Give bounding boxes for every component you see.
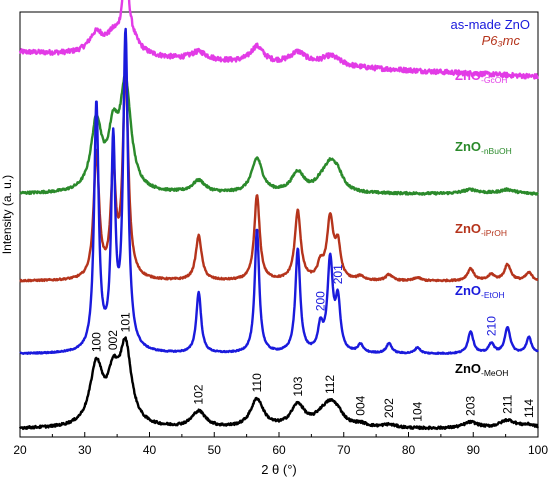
miller-index-label: 102 [192,384,206,404]
series-label: ZnO-EtOH [455,283,505,300]
series-label-sub: -nBuOH [481,146,512,156]
x-tick-label: 20 [13,443,27,457]
miller-index-label: 101 [119,312,133,332]
miller-index-label: 200 [313,291,327,311]
x-tick-label: 70 [337,443,351,457]
series-label-main: ZnO [455,361,481,376]
miller-index-label: 202 [382,398,396,418]
series-label-sub: -MeOH [481,368,508,378]
x-axis-label: 2 θ (°) [261,462,297,477]
miller-index-label: 002 [106,330,120,350]
series-label-main: ZnO [455,283,481,298]
series-label: ZnO-nBuOH [455,139,512,156]
miller-index-label: 104 [411,401,425,421]
series-label-main: ZnO [455,221,481,236]
series-label: ZnO-GcOH [455,68,507,85]
x-tick-label: 80 [402,443,416,457]
miller-index-label: 210 [484,316,498,336]
series-label-main: ZnO [455,139,481,154]
x-tick-label: 60 [272,443,286,457]
x-tick-label: 90 [467,443,481,457]
x-tick-label: 50 [208,443,222,457]
series-line-zno-nbuoh [19,73,539,196]
series-line-zno-iproh [19,67,539,283]
x-tick-label: 30 [78,443,92,457]
miller-index-label: 112 [323,375,337,394]
series-label-sub: -GcOH [481,75,507,85]
miller-index-label: 100 [89,332,103,352]
legend: as-made ZnO P6₃mc [451,17,530,48]
series-label-main: ZnO [455,68,481,83]
y-axis-label: Intensity (a. u.) [0,175,14,254]
series-labels: ZnO-GcOHZnO-nBuOHZnO-iPrOHZnO-EtOHZnO-Me… [455,68,512,378]
x-tick-label: 40 [143,443,157,457]
legend-phase: as-made ZnO [451,17,530,32]
miller-index-label: 211 [501,394,515,413]
miller-index-label: 114 [522,399,536,418]
miller-index-label: 004 [354,395,368,415]
series-line-zno-meoh [18,336,540,431]
series-label: ZnO-MeOH [455,361,508,378]
x-axis: 20 30 40 50 60 70 80 90 100 [13,432,548,457]
miller-index-label: 103 [291,376,305,396]
series-line-zno-etoh [19,27,540,356]
miller-index-label: 201 [331,264,345,284]
miller-index-label: 203 [464,396,478,416]
miller-index-label: 110 [250,373,264,392]
x-tick-label: 100 [528,443,548,457]
series-label: ZnO-iPrOH [455,221,507,238]
curves-layer [18,0,540,431]
series-label-sub: -iPrOH [481,228,507,238]
series-line-zno-gcoh [18,0,540,80]
series-label-sub: -EtOH [481,290,505,300]
legend-space-group: P6₃mc [482,33,521,48]
